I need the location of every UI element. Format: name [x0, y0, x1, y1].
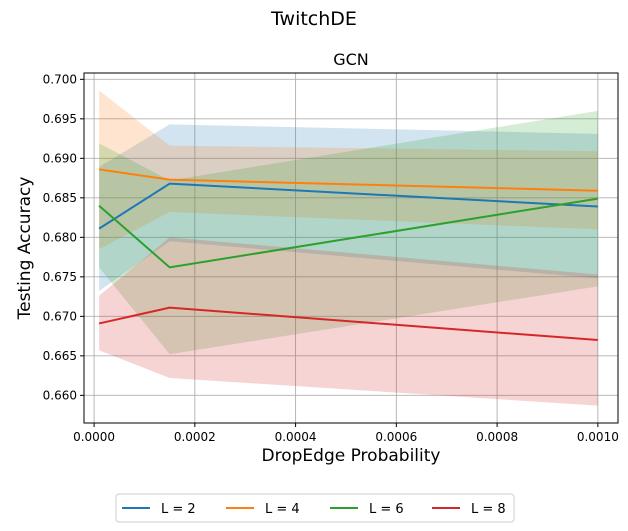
y-tick-label: 0.700: [43, 72, 77, 86]
x-tick-label: 0.0008: [476, 430, 518, 444]
figure-suptitle: TwitchDE: [270, 8, 357, 30]
band-series-3: [99, 110, 598, 355]
band-series-2: [99, 90, 598, 250]
legend: L = 2 L = 4 L = 6 L = 8: [115, 493, 515, 523]
x-tick-label: 0.0006: [375, 430, 417, 444]
line-series-4: [98, 306, 598, 342]
y-tick-label: 0.670: [43, 309, 77, 323]
line-series-3: [98, 197, 599, 269]
y-tick-label: 0.695: [43, 112, 77, 126]
line-series-2: [98, 168, 598, 192]
legend-box: [115, 493, 515, 523]
line-series-1: [98, 182, 598, 230]
axes-frame: [83, 72, 619, 424]
x-axis-label: DropEdge Probability: [262, 446, 441, 466]
y-tick-label: 0.665: [43, 349, 77, 363]
axes-title: GCN: [333, 50, 369, 69]
y-tick-label: 0.690: [43, 151, 77, 165]
band-series-1: [99, 124, 598, 292]
legend-label: L = 6: [369, 502, 404, 517]
x-axis-ticks: 0.0000 0.0002 0.0004 0.0006 0.0008 0.0010: [73, 423, 619, 444]
series-lines: [98, 168, 599, 342]
y-axis-label: Testing Accuracy: [15, 177, 35, 321]
confidence-bands: [99, 90, 598, 406]
y-tick-label: 0.680: [43, 230, 77, 244]
y-tick-label: 0.675: [43, 270, 77, 284]
x-tick-label: 0.0004: [275, 430, 317, 444]
x-tick-label: 0.0010: [577, 430, 619, 444]
y-tick-label: 0.685: [43, 191, 77, 205]
legend-label: L = 4: [265, 502, 300, 517]
legend-label: L = 2: [161, 502, 196, 517]
y-axis-ticks: 0.660 0.665 0.670 0.675 0.680 0.685 0.690 0.695…: [43, 72, 84, 402]
legend-label: L = 8: [471, 502, 506, 517]
y-tick-label: 0.660: [43, 388, 77, 402]
x-tick-label: 0.0002: [174, 430, 216, 444]
grid-lines: [84, 73, 618, 423]
x-tick-label: 0.0000: [73, 430, 115, 444]
